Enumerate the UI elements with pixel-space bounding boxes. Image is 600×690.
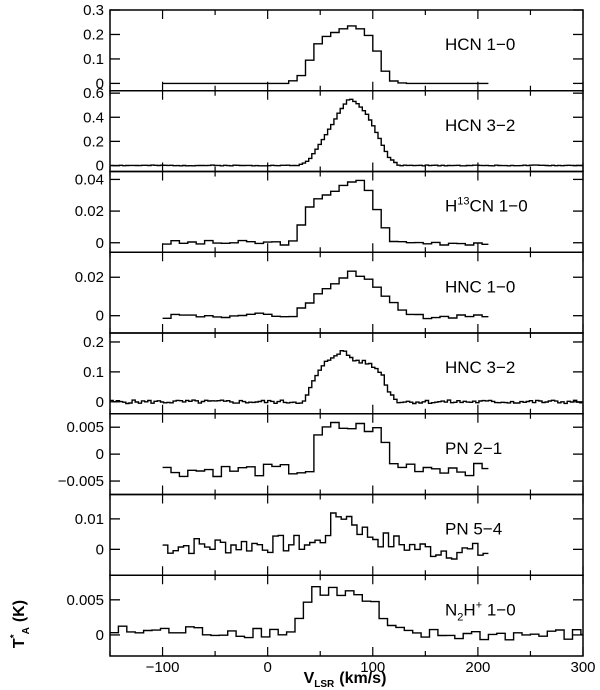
y-tick-label: 0 [96,446,104,463]
panel-label: PN 2−1 [445,439,502,458]
y-tick-label: −0.005 [58,473,104,490]
spectrum-line [162,421,489,478]
spectrum-panel: 0 0.2 0.4 0.6 HCN 3−2 [83,85,584,174]
y-tick-label: 0.01 [75,511,104,528]
y-tick-label: 0.6 [83,85,104,102]
panel-frame [109,413,584,496]
x-axis-label: VLSR (km/s) [304,670,387,690]
y-tick-label: 0.3 [83,2,104,19]
y-tick-label: 0.4 [83,109,104,126]
y-tick-label: 0.04 [75,171,104,188]
y-tick-label: 0 [96,394,104,411]
panel-label: H13CN 1−0 [445,196,528,216]
panel-label-part: H [445,197,457,216]
spectrum-panel: 0 0.1 0.2 0.3 HCN 1−0 [83,2,584,92]
panel-frame [109,493,584,576]
spectrum-line [162,25,489,85]
spectrum-panel: 0 0.02 HNC 1−0 [75,251,584,334]
y-tick-label: 0.1 [83,364,104,381]
x-axis-label-symbol: V [304,670,315,687]
panel-label-part: 1−0 [482,600,516,619]
y-tick-label: 0.005 [66,419,104,436]
x-tick-label: 100 [360,659,385,676]
spectrum-panel: 0 0.02 0.04 H13CN 1−0 [75,170,584,253]
panel-label: HCN 1−0 [445,35,515,54]
panel-frame [109,574,584,657]
y-tick-label: 0 [96,235,104,252]
x-tick-label: 200 [465,659,490,676]
y-tick-label: 0 [96,541,104,558]
panel-label-part: + [476,599,482,611]
panel-label-part: CN 1−0 [470,197,528,216]
panel-label-part: H [463,600,475,619]
panel-label-part: N [445,600,457,619]
spectrum-panel: 0 0.01 PN 5−4 [75,493,584,576]
y-axis-label-superscript: * [9,634,20,638]
y-axis-label-symbol: T [11,638,28,648]
spectrum-line [110,586,583,641]
y-tick-label: 0.2 [83,26,104,43]
panel-label: HNC 1−0 [445,277,515,296]
y-tick-label: 0.2 [83,334,104,351]
panel-label: N2H+ 1−0 [445,599,516,623]
y-axis-label-unit: (K) [11,600,28,622]
spectrum-line [162,512,489,560]
y-tick-label: 0 [96,308,104,325]
panel-label-part: 13 [457,196,469,208]
spectrum-line [162,270,489,320]
y-tick-label: 0.1 [83,51,104,68]
panel-label-part: HCN 3−2 [445,116,515,135]
x-tick-label: 0 [263,659,271,676]
x-tick-label: −100 [146,659,180,676]
spectrum-panel: −0.005 0 0.005 PN 2−1 [58,413,584,496]
spectrum-line [110,98,583,167]
panel-label-part: 2 [457,611,463,623]
y-tick-label: 0 [96,157,104,174]
y-tick-label: 0 [96,75,104,92]
spectrum-line [162,179,489,246]
y-tick-label: 0.02 [75,203,104,220]
y-tick-label: 0.005 [66,592,104,609]
spectrum-panel: 0 0.005 N2H+ 1−0 [66,574,584,657]
y-tick-label: 0.02 [75,269,104,286]
x-axis: −100 0 100 200 300 [146,659,596,676]
panel-label-part: HNC 3−2 [445,358,515,377]
panel-label-part: PN 2−1 [445,439,502,458]
y-tick-label: 0 [96,627,104,644]
x-axis-label-subscript: LSR [314,679,335,690]
panel-label: PN 5−4 [445,520,502,539]
y-axis-label: T*A (K) [9,600,32,648]
panel-label: HNC 3−2 [445,358,515,377]
panel-label-part: PN 5−4 [445,520,502,539]
spectrum-panel: 0 0.1 0.2 HNC 3−2 [83,332,584,415]
panel-label-part: HCN 1−0 [445,35,515,54]
x-axis-label-unit: (km/s) [339,670,386,687]
panel-label: HCN 3−2 [445,116,515,135]
y-tick-label: 0.2 [83,133,104,150]
panel-label-part: HNC 1−0 [445,277,515,296]
spectrum-line [110,350,583,405]
x-tick-label: 300 [570,659,595,676]
y-axis-label-subscript: A [21,627,32,634]
